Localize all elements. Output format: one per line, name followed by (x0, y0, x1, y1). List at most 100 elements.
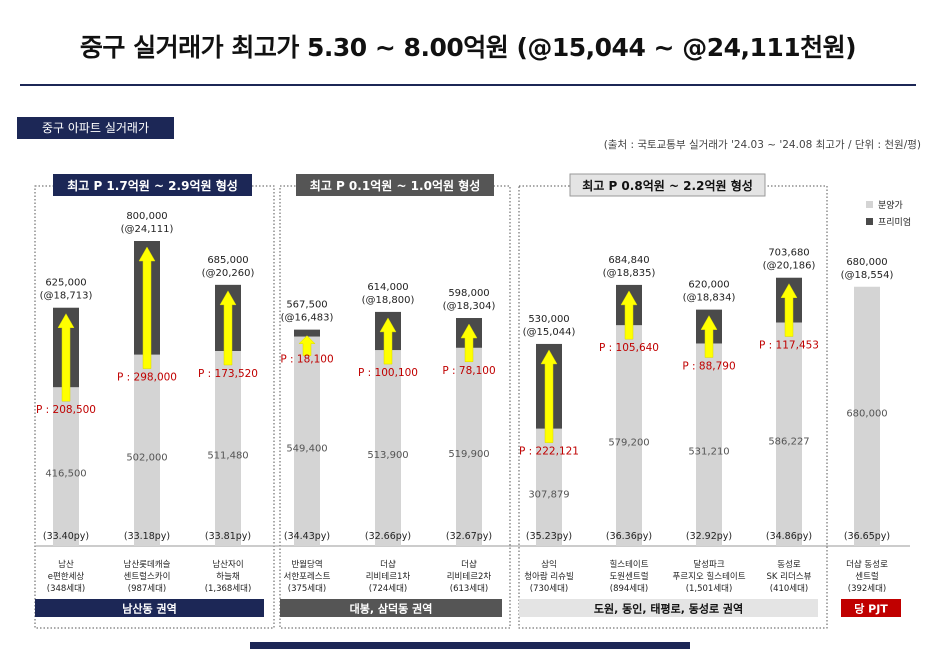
area-label: (36.65py) (844, 531, 890, 542)
apartment-name-label: (348세대) (47, 584, 86, 594)
bar-per-pyeong-label: (@16,483) (281, 313, 334, 324)
bar-per-pyeong-label: (@18,835) (603, 268, 656, 279)
group-footer-bg (280, 599, 502, 617)
apartment-name-label: (987세대) (128, 584, 167, 594)
base-value-label: 579,200 (608, 438, 649, 449)
bar-total-label: 598,000 (448, 288, 489, 299)
base-value-label: 511,480 (207, 450, 248, 461)
premium-arrow (298, 335, 316, 356)
premium-arrow (379, 317, 397, 365)
group-footer-bg (841, 599, 901, 617)
bar-total-label: 530,000 (528, 314, 569, 325)
premium-value-label: P : 18,100 (280, 354, 333, 366)
apartment-name-label: (1,368세대) (205, 584, 252, 594)
premium-arrow (57, 313, 75, 402)
apartment-name-label: 달성파크 (693, 559, 724, 570)
group-footer-bg (519, 599, 818, 617)
bar-base (375, 350, 401, 546)
bar-base (456, 347, 482, 546)
apartment-name-label: 센트럴 (855, 571, 879, 582)
area-label: (32.92py) (686, 531, 732, 542)
bar-premium (294, 329, 320, 337)
bottom-decoration-bar (250, 642, 690, 649)
apartment-name-label: 남산롯데캐슬 (124, 559, 171, 570)
apartment-name-label: 더샵 (380, 559, 396, 570)
area-label: (33.81py) (205, 531, 251, 542)
bar-base (215, 350, 241, 546)
apartment-name-label: 남산 (58, 559, 74, 570)
base-value-label: 513,900 (367, 450, 408, 461)
premium-value-label: P : 88,790 (682, 360, 735, 372)
apartment-name-label: 서한포레스트 (284, 572, 331, 582)
legend-label: 분양가 (878, 200, 903, 211)
premium-value-label: P : 117,453 (759, 340, 819, 352)
base-value-label: 502,000 (126, 452, 167, 463)
apartment-name-label: 반월당역 (291, 559, 322, 570)
apartment-name-label: 청아람 리슈빌 (524, 571, 574, 582)
bar-per-pyeong-label: (@18,304) (443, 301, 496, 312)
source-note: (출처 : 국토교통부 실거래가 '24.03 ~ '24.08 최고가 / 단… (603, 139, 921, 151)
group-footer: 남산동 권역 (122, 602, 176, 616)
apartment-name-label: 더샵 동성로 (846, 559, 888, 570)
apartment-name-label: (410세대) (770, 584, 809, 594)
premium-value-label: P : 105,640 (599, 342, 659, 354)
area-label: (34.86py) (766, 531, 812, 542)
bar-total-label: 703,680 (768, 248, 809, 259)
group-footer-bg (35, 599, 264, 617)
premium-value-label: P : 298,000 (117, 372, 177, 384)
bar-per-pyeong-label: (@24,111) (121, 224, 174, 235)
bar-per-pyeong-label: (@15,044) (523, 327, 576, 338)
area-label: (33.40py) (43, 531, 89, 542)
premium-arrow (219, 290, 237, 366)
bar-total-label: 685,000 (207, 255, 248, 266)
bar-total-label: 680,000 (846, 257, 887, 268)
group-footer: 당 PJT (854, 602, 888, 616)
apartment-name-label: 푸르지오 힐스테이트 (672, 571, 745, 582)
bar-per-pyeong-label: (@18,554) (841, 270, 894, 281)
apartment-name-label: 도원센트럴 (609, 571, 648, 582)
group-header: 최고 P 0.1억원 ~ 1.0억원 형성 (310, 178, 481, 193)
page-title: 중구 실거래가 최고가 5.30 ~ 8.00억원 (@15,044 ~ @24… (79, 33, 857, 62)
bar-per-pyeong-label: (@20,260) (202, 268, 255, 279)
area-label: (35.23py) (526, 531, 572, 542)
bar-base (294, 336, 320, 546)
bar-total-label: 614,000 (367, 282, 408, 293)
group-header-bg (53, 174, 252, 196)
section-label: 중구 아파트 실거래가 (17, 117, 174, 139)
apartment-name-label: (894세대) (610, 584, 649, 594)
apartment-name-label: 리비테르1차 (366, 572, 411, 582)
premium-arrow (138, 246, 156, 369)
base-value-label: 586,227 (768, 436, 809, 447)
group-footer: 대봉, 삼덕동 권역 (350, 602, 433, 616)
apartment-name-label: 더샵 (461, 559, 477, 570)
bar-base (616, 325, 642, 546)
apartment-name-label: (730세대) (530, 584, 569, 594)
premium-value-label: P : 100,100 (358, 367, 418, 379)
title-divider (20, 84, 916, 86)
bar-base (696, 343, 722, 546)
bar-total-label: 567,500 (286, 300, 327, 311)
area-label: (32.67py) (446, 531, 492, 542)
bar-per-pyeong-label: (@18,834) (683, 293, 736, 304)
area-label: (33.18py) (124, 531, 170, 542)
apartment-name-label: 삼익 (541, 559, 557, 570)
bar-per-pyeong-label: (@18,713) (40, 291, 93, 302)
base-value-label: 307,879 (528, 489, 569, 500)
apartment-name-label: (724세대) (369, 584, 408, 594)
apartment-name-label: (375세대) (288, 584, 327, 594)
apartment-name-label: (613세대) (450, 584, 489, 594)
bar-total-label: 620,000 (688, 280, 729, 291)
bar-base (776, 322, 802, 546)
apartment-name-label: e편한세상 (48, 571, 85, 582)
apartment-name-label: 센트럴스카이 (124, 571, 171, 582)
legend-swatch-premium (866, 218, 873, 225)
base-value-label: 416,500 (45, 469, 86, 480)
bar-base (854, 286, 880, 546)
legend-label: 프리미엄 (878, 216, 911, 228)
group-footer: 도원, 동인, 태평로, 동성로 권역 (594, 602, 743, 616)
group-header-bg (296, 174, 494, 196)
apartment-name-label: (1,501세대) (686, 584, 733, 594)
apartment-name-label: (392세대) (848, 584, 887, 594)
apartment-name-label: SK 리더스뷰 (767, 572, 812, 582)
apartment-name-label: 하늘채 (216, 571, 239, 582)
